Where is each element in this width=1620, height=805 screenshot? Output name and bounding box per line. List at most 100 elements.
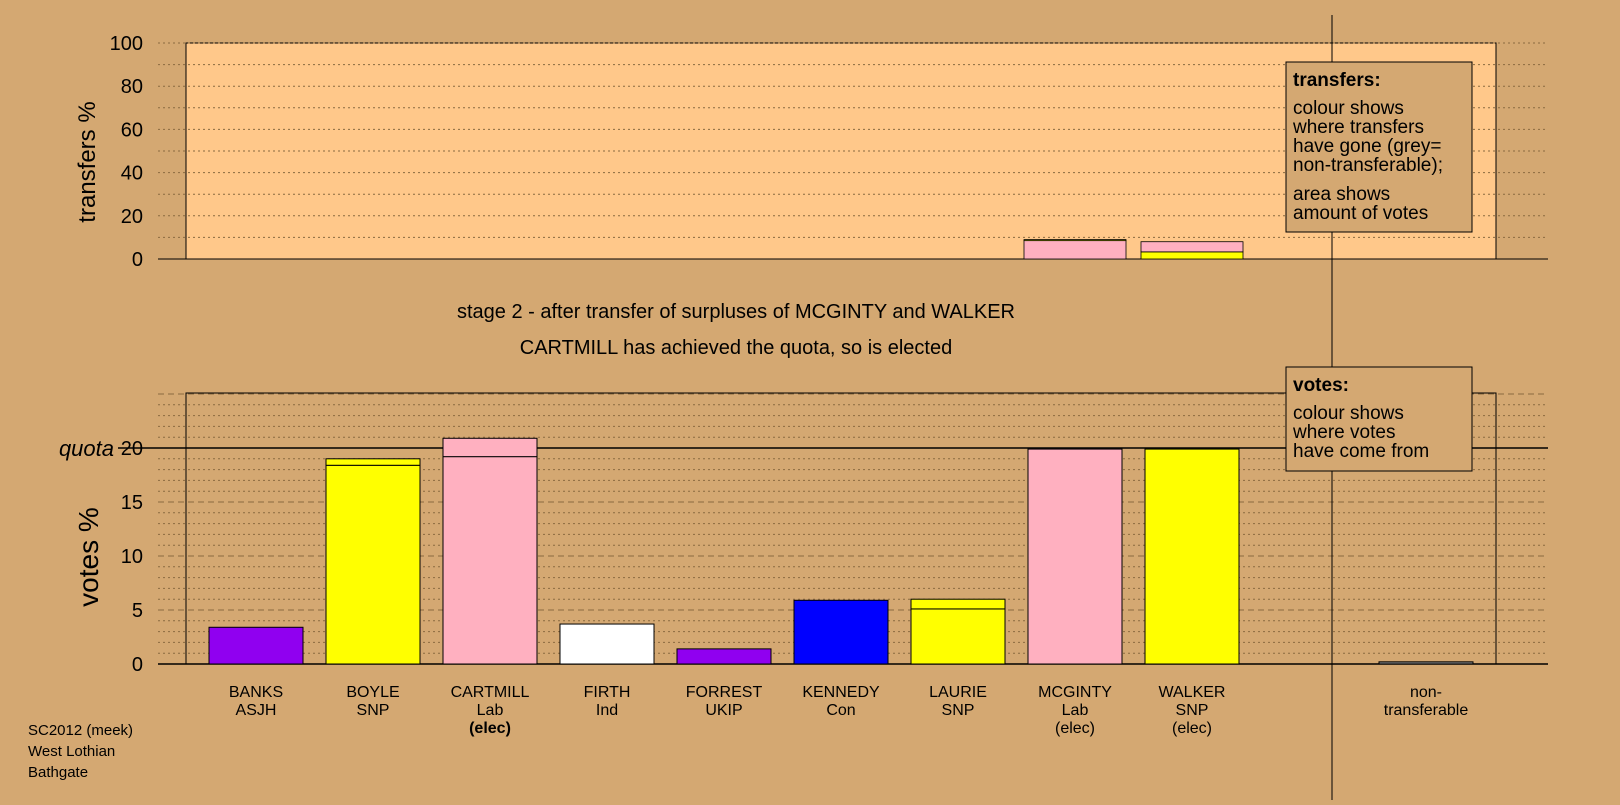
category-name: KENNEDY xyxy=(802,684,880,701)
bar-boyle xyxy=(325,458,421,665)
transfers-tick-label: 60 xyxy=(121,119,143,141)
bar-forrest xyxy=(676,648,772,665)
category-party: Ind xyxy=(596,702,618,719)
bar-walker xyxy=(1144,448,1240,665)
legend-votes-heading: votes: xyxy=(1293,375,1349,396)
bar-segment xyxy=(676,648,772,665)
legend-votes-line: have come from xyxy=(1293,441,1429,462)
category-status: (elec) xyxy=(1172,720,1212,737)
transfers-bars xyxy=(1023,239,1244,260)
transfer-segment xyxy=(1140,241,1244,253)
quota-label: quota xyxy=(59,436,114,461)
transfer-segment xyxy=(1140,251,1244,260)
footer-line: SC2012 (meek) xyxy=(28,722,133,739)
legend-votes-line: colour shows xyxy=(1293,403,1404,424)
category-name: BOYLE xyxy=(346,684,399,701)
bar-segment xyxy=(793,599,889,665)
stage-title: stage 2 - after transfer of surpluses of… xyxy=(457,301,1015,323)
transfers-tick-label: 20 xyxy=(121,206,143,228)
category-name: MCGINTY xyxy=(1038,684,1112,701)
legend-transfers-line: area shows xyxy=(1293,184,1390,205)
category-name: FORREST xyxy=(686,684,763,701)
category-name: BANKS xyxy=(229,684,283,701)
bar-segment xyxy=(559,623,655,665)
footer: SC2012 (meek) West Lothian Bathgate xyxy=(28,722,133,781)
footer-line: Bathgate xyxy=(28,764,88,781)
category-name: non- xyxy=(1410,684,1442,701)
bar-segment xyxy=(1378,661,1474,665)
votes-axis-label: votes % xyxy=(73,507,104,607)
transfers-tick-label: 80 xyxy=(121,76,143,98)
votes-bars xyxy=(208,437,1474,665)
category-label: non-transferable xyxy=(1384,684,1469,719)
category-name: LAURIE xyxy=(929,684,987,701)
bar-segment xyxy=(910,598,1006,610)
legend-votes-box xyxy=(1285,366,1473,472)
category-status: (elec) xyxy=(1055,720,1095,737)
transfers-tick-label: 40 xyxy=(121,163,143,185)
stage-subtitle: CARTMILL has achieved the quota, so is e… xyxy=(520,337,952,359)
legend-transfers-box xyxy=(1285,61,1473,233)
transfers-tick-label: 100 xyxy=(110,33,143,55)
bar-mcginty xyxy=(1027,448,1123,665)
legend-transfers-line: colour shows xyxy=(1293,98,1404,119)
category-party: SNP xyxy=(357,702,390,719)
votes-tick-label: 20 xyxy=(121,438,143,460)
category-name: CARTMILL xyxy=(451,684,530,701)
legend-votes-line: where votes xyxy=(1292,422,1395,443)
legend-transfers-line: have gone (grey= xyxy=(1293,136,1441,157)
legend-transfers: transfers: colour shows where transfers … xyxy=(1285,61,1473,233)
votes-tick-label: 15 xyxy=(121,492,143,514)
bar-segment xyxy=(1144,448,1240,665)
legend-transfers-line: amount of votes xyxy=(1293,203,1428,224)
legend-votes: votes: colour shows where votes have com… xyxy=(1285,366,1473,472)
category-party: Con xyxy=(826,702,855,719)
bar-cartmill xyxy=(442,437,538,665)
bar-segment xyxy=(208,626,304,665)
footer-line: West Lothian xyxy=(28,743,115,760)
bar-segment xyxy=(910,608,1006,665)
category-party: SNP xyxy=(1176,702,1209,719)
category-party: ASJH xyxy=(236,702,277,719)
category-name: WALKER xyxy=(1159,684,1226,701)
legend-transfers-line: non-transferable); xyxy=(1293,155,1443,176)
votes-tick-label: 0 xyxy=(132,654,143,676)
bar-firth xyxy=(559,623,655,665)
category-party: Lab xyxy=(1062,702,1089,719)
transfer-bar-mcginty xyxy=(1023,239,1127,260)
bar-kennedy xyxy=(793,599,889,665)
legend-transfers-heading: transfers: xyxy=(1293,70,1381,91)
bar-segment xyxy=(442,437,538,458)
transfer-bar-walker xyxy=(1140,241,1244,260)
category-party: Lab xyxy=(477,702,504,719)
bar-non xyxy=(1378,661,1474,665)
transfer-segment xyxy=(1023,239,1127,242)
transfers-y-axis: 0 20 40 60 80 100 xyxy=(110,33,143,271)
votes-y-axis: 0 5 10 15 20 xyxy=(121,438,143,676)
legend-transfers-line: where transfers xyxy=(1292,117,1424,138)
category-party: transferable xyxy=(1384,702,1469,719)
transfers-tick-label: 0 xyxy=(132,249,143,271)
bar-segment xyxy=(1027,448,1123,665)
bar-segment xyxy=(442,456,538,665)
votes-category-labels: BANKSASJHBOYLESNPCARTMILLLab(elec)FIRTHI… xyxy=(229,684,1468,737)
category-party: UKIP xyxy=(705,702,742,719)
votes-tick-label: 5 xyxy=(132,600,143,622)
transfer-segment xyxy=(1023,240,1127,260)
transfers-axis-label: transfers % xyxy=(74,101,101,222)
bar-segment xyxy=(325,464,421,665)
category-name: FIRTH xyxy=(584,684,631,701)
bar-segment xyxy=(325,458,421,466)
transfers-panel: 0 20 40 60 80 100 transfers % xyxy=(74,33,1548,271)
